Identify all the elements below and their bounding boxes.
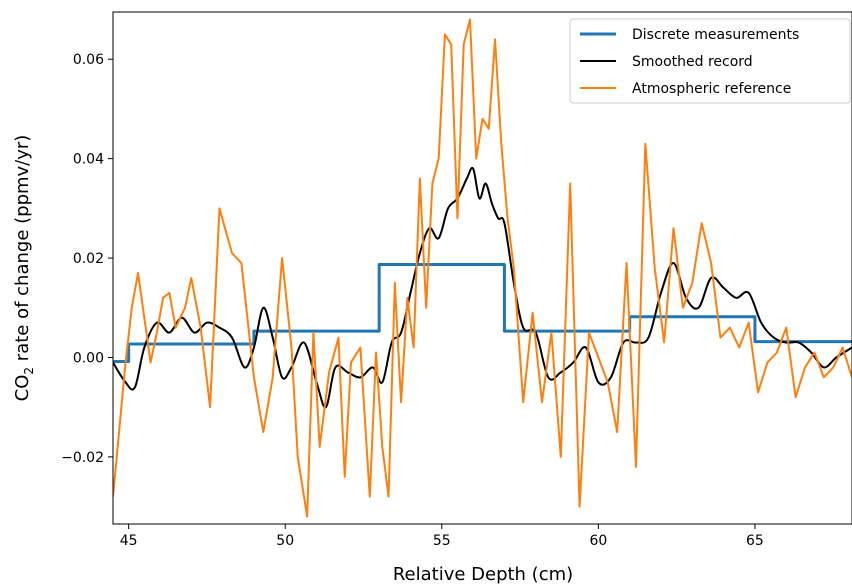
series-discrete-measurements	[113, 263, 852, 363]
y-tick-label: 0.06	[73, 52, 104, 68]
plot-frame	[112, 11, 852, 525]
y-tick-label: 0.00	[73, 350, 104, 366]
axes-layer	[112, 11, 852, 525]
legend-entry-smoothed: Smoothed record	[580, 54, 753, 70]
legend-entry-atmospheric: Atmospheric reference	[580, 81, 791, 97]
x-tick-label: 60	[589, 533, 607, 549]
x-tick-label: 55	[433, 533, 451, 549]
x-axis-label: Relative Depth (cm)	[393, 564, 573, 585]
series-layer	[113, 18, 852, 518]
legend-entry-discrete: Discrete measurements	[580, 27, 799, 43]
legend-label-atmospheric: Atmospheric reference	[632, 81, 791, 97]
legend: Discrete measurements Smoothed record At…	[569, 18, 851, 104]
legend-label-discrete: Discrete measurements	[632, 27, 799, 43]
series-smoothed-record	[113, 166, 852, 409]
y-axis-label-co: CO	[12, 375, 33, 402]
x-tick-label: 45	[120, 533, 138, 549]
y-tick-label: 0.02	[73, 251, 104, 267]
series-atmospheric-reference	[113, 18, 852, 518]
y-axis-label-subscript: 2	[22, 367, 36, 375]
x-tick-label: 50	[276, 533, 294, 549]
y-axis-label: CO2 rate of change (ppmv/yr)	[12, 135, 36, 402]
legend-box	[569, 18, 851, 104]
y-tick-label: −0.02	[61, 450, 104, 466]
x-tick-label: 65	[746, 533, 764, 549]
ticks-layer: 45 50 55 60 65 −0.02 0.00 0.02 0.04 0.06	[61, 52, 764, 549]
legend-label-smoothed: Smoothed record	[632, 54, 753, 70]
y-axis-label-rest: rate of change (ppmv/yr)	[12, 135, 33, 367]
y-tick-label: 0.04	[73, 152, 104, 168]
